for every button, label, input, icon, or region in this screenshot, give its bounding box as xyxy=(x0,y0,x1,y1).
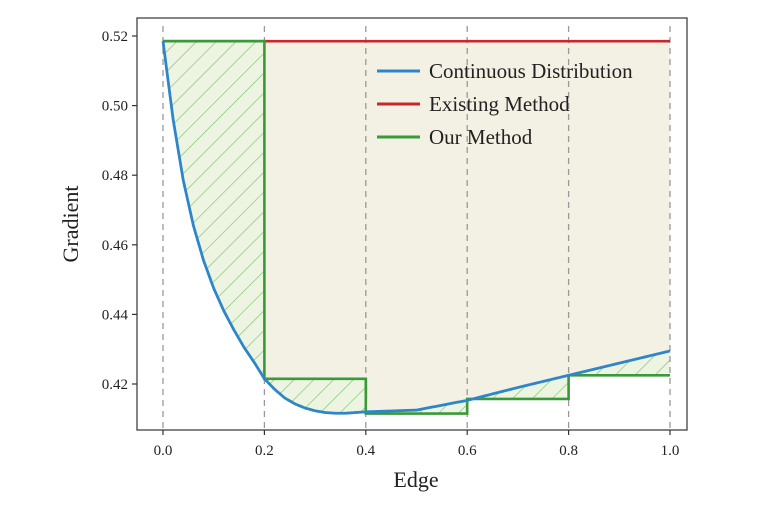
legend-label-2: Our Method xyxy=(429,125,533,149)
legend-label-1: Existing Method xyxy=(429,92,570,116)
x-tick-label-4: 0.8 xyxy=(559,443,578,459)
series-continuous-distribution xyxy=(161,41,671,415)
x-tick-label-2: 0.4 xyxy=(356,443,375,459)
series-our-method xyxy=(163,39,670,415)
legend-label-0: Continuous Distribution xyxy=(429,59,633,83)
y-tick-label-1: 0.44 xyxy=(102,307,129,323)
y-tick-label-0: 0.42 xyxy=(102,377,128,393)
y-tick-label-5: 0.52 xyxy=(102,29,128,45)
x-tick-label-5: 1.0 xyxy=(661,443,680,459)
legend: Continuous Distribution Existing Method Ou… xyxy=(377,59,633,149)
x-axis-label: Edge xyxy=(393,467,438,492)
x-tick-label-0: 0.0 xyxy=(154,443,173,459)
fill-regions xyxy=(163,41,670,414)
plot-frame xyxy=(136,17,688,431)
y-tick-label-3: 0.48 xyxy=(102,168,128,184)
y-tick-label-2: 0.46 xyxy=(102,238,129,254)
y-tick-label-4: 0.50 xyxy=(102,99,128,115)
axes: 0.0 0.2 0.4 0.6 0.8 1.0 0.42 0.44 0.46 0.48 0.50 0.… xyxy=(102,17,688,459)
x-tick-label-3: 0.6 xyxy=(458,443,477,459)
hatched-region-0 xyxy=(163,41,265,379)
series-lines xyxy=(161,39,671,415)
hatched-region-2 xyxy=(365,400,468,414)
x-tick-label-1: 0.2 xyxy=(255,443,274,459)
y-axis-label: Gradient xyxy=(58,186,83,263)
hatched-region-1 xyxy=(264,378,366,414)
